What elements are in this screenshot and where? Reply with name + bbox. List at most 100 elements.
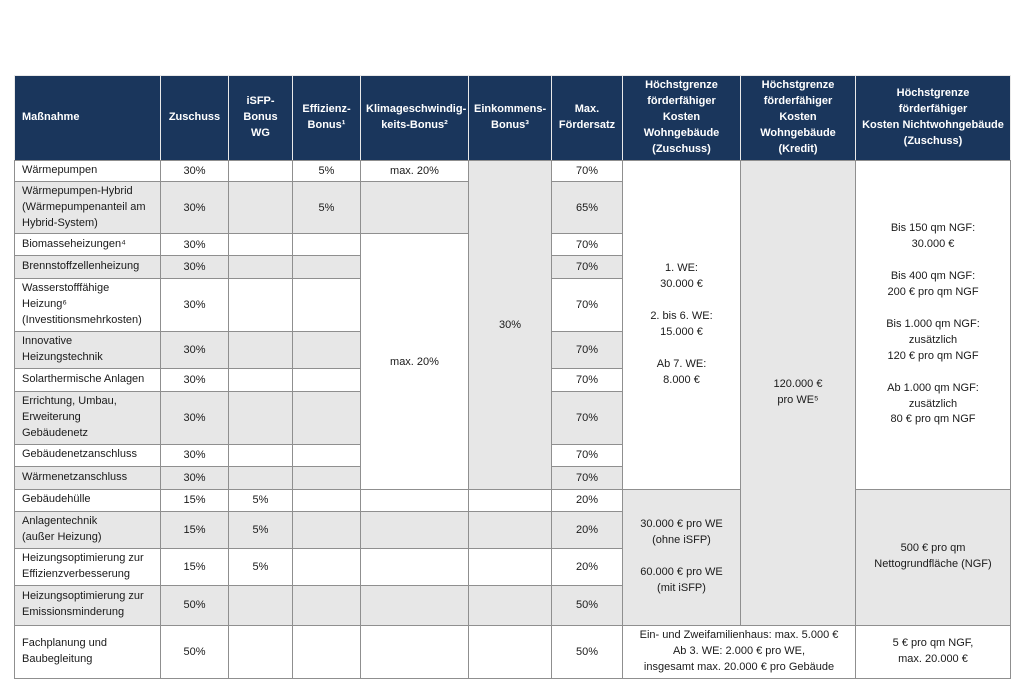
cell-klima: max. 20% <box>360 159 469 182</box>
cell-max-foerdersatz: 70% <box>551 465 623 490</box>
cell-max-foerdersatz: 70% <box>551 443 623 467</box>
cell-massnahme: Fachplanung und Baubegleitung <box>14 624 161 679</box>
cell-effizienz <box>292 465 361 490</box>
table-row: Brennstoffzellenheizung 30% 70% <box>14 255 1011 280</box>
cell-effizienz <box>292 368 361 393</box>
cell-isfp: 5% <box>228 547 293 586</box>
cell-effizienz: 5% <box>292 159 361 182</box>
cell-isfp <box>228 278 293 333</box>
header-massnahme: Maßnahme <box>14 75 161 161</box>
cell-massnahme: Gebäudehülle <box>14 488 161 512</box>
cell-max-foerdersatz: 20% <box>551 547 623 586</box>
cell-zuschuss: 15% <box>160 547 229 586</box>
cell-massnahme: Innovative Heizungstechnik <box>14 331 161 370</box>
cell-max-foerdersatz: 70% <box>551 391 623 445</box>
cell-massnahme: Gebäudenetzanschluss <box>14 443 161 467</box>
cell-zuschuss: 50% <box>160 584 229 626</box>
cell-massnahme: Wasserstofffähige Heizung⁶ (Investitions… <box>14 278 161 333</box>
cell-massnahme: Biomasseheizungen⁴ <box>14 233 161 257</box>
funding-table: Maßnahme Zuschuss iSFP- Bonus WG Effizie… <box>14 75 1011 679</box>
cell-klima <box>360 180 469 235</box>
cell-zuschuss: 30% <box>160 278 229 333</box>
cell-zuschuss: 50% <box>160 624 229 679</box>
cell-massnahme: Wärmepumpen-Hybrid (Wärmepumpenanteil am… <box>14 180 161 235</box>
table-row: Anlagentechnik (außer Heizung) 15% 5% 20… <box>14 510 1011 549</box>
cell-effizienz <box>292 547 361 586</box>
cell-effizienz <box>292 233 361 257</box>
cell-wg-bottom-merged: Ein- und Zweifamilienhaus: max. 5.000 € … <box>622 624 856 679</box>
header-max-foerdersatz: Max. Fördersatz <box>551 75 623 161</box>
header-isfp-bonus: iSFP- Bonus WG <box>228 75 293 161</box>
cell-massnahme: Solarthermische Anlagen <box>14 368 161 393</box>
cell-klima-merged: max. 20% <box>360 233 469 490</box>
cell-zuschuss: 15% <box>160 510 229 549</box>
cell-isfp <box>228 159 293 182</box>
cell-effizienz <box>292 331 361 370</box>
cell-massnahme: Wärmepumpen <box>14 159 161 182</box>
cell-massnahme: Wärmenetzanschluss <box>14 465 161 490</box>
cell-max-foerdersatz: 70% <box>551 255 623 280</box>
cell-zuschuss: 30% <box>160 368 229 393</box>
header-klimageschwindigkeits-bonus: Klimageschwindig- keits-Bonus² <box>360 75 469 161</box>
cell-zuschuss: 30% <box>160 255 229 280</box>
cell-zuschuss: 30% <box>160 391 229 445</box>
cell-isfp <box>228 624 293 679</box>
cell-effizienz <box>292 391 361 445</box>
table-row: Gebäudenetzanschluss 30% 70% <box>14 443 1011 467</box>
cell-max-foerdersatz: 20% <box>551 488 623 512</box>
cell-effizienz <box>292 584 361 626</box>
cell-nwg-bottom: 5 € pro qm NGF, max. 20.000 € <box>855 624 1011 679</box>
cell-max-foerdersatz: 70% <box>551 278 623 333</box>
cell-massnahme: Brennstoffzellenheizung <box>14 255 161 280</box>
cell-max-foerdersatz: 50% <box>551 584 623 626</box>
cell-zuschuss: 30% <box>160 331 229 370</box>
cell-max-foerdersatz: 65% <box>551 180 623 235</box>
cell-isfp <box>228 465 293 490</box>
cell-einkommens <box>468 547 552 586</box>
table-row: Heizungsoptimierung zur Emissionsminderu… <box>14 584 1011 626</box>
cell-klima <box>360 510 469 549</box>
cell-massnahme: Errichtung, Umbau, Erweiterung Gebäudene… <box>14 391 161 445</box>
cell-wg-zuschuss-merged-top: 1. WE: 30.000 € 2. bis 6. WE: 15.000 € A… <box>622 159 741 490</box>
cell-zuschuss: 30% <box>160 465 229 490</box>
cell-max-foerdersatz: 50% <box>551 624 623 679</box>
header-zuschuss: Zuschuss <box>160 75 229 161</box>
cell-effizienz <box>292 443 361 467</box>
cell-isfp <box>228 331 293 370</box>
cell-massnahme: Anlagentechnik (außer Heizung) <box>14 510 161 549</box>
cell-max-foerdersatz: 70% <box>551 233 623 257</box>
cell-massnahme: Heizungsoptimierung zur Emissionsminderu… <box>14 584 161 626</box>
table-row: Gebäudehülle 15% 5% 20% 30.000 € pro WE … <box>14 488 1011 626</box>
table-row: Innovative Heizungstechnik 30% 70% <box>14 331 1011 370</box>
cell-max-foerdersatz: 70% <box>551 159 623 182</box>
cell-isfp <box>228 180 293 235</box>
cell-klima <box>360 584 469 626</box>
cell-klima <box>360 488 469 512</box>
cell-klima <box>360 624 469 679</box>
cell-isfp <box>228 255 293 280</box>
cell-isfp: 5% <box>228 510 293 549</box>
cell-zuschuss: 30% <box>160 180 229 235</box>
cell-wg-kredit-merged: 120.000 € pro WE⁵ <box>740 159 856 626</box>
cell-zuschuss: 30% <box>160 443 229 467</box>
table-row: Solarthermische Anlagen 30% 70% <box>14 368 1011 393</box>
cell-nwg-merged-top: Bis 150 qm NGF: 30.000 € Bis 400 qm NGF:… <box>855 159 1011 490</box>
cell-max-foerdersatz: 20% <box>551 510 623 549</box>
header-effizienz-bonus: Effizienz- Bonus¹ <box>292 75 361 161</box>
cell-max-foerdersatz: 70% <box>551 368 623 393</box>
cell-zuschuss: 30% <box>160 159 229 182</box>
header-hoechstgrenze-nwg: Höchstgrenze förderfähiger Kosten Nichtw… <box>855 75 1011 161</box>
cell-nwg-merged-mid: 500 € pro qm Nettogrundfläche (NGF) <box>855 488 1011 626</box>
table-row: Wasserstofffähige Heizung⁶ (Investitions… <box>14 278 1011 333</box>
header-einkommens-bonus: Einkommens- Bonus³ <box>468 75 552 161</box>
cell-isfp <box>228 233 293 257</box>
cell-isfp <box>228 584 293 626</box>
cell-max-foerdersatz: 70% <box>551 331 623 370</box>
cell-effizienz: 5% <box>292 180 361 235</box>
cell-effizienz <box>292 278 361 333</box>
cell-einkommens <box>468 488 552 512</box>
cell-effizienz <box>292 488 361 512</box>
cell-wg-zuschuss-merged-mid: 30.000 € pro WE (ohne iSFP) 60.000 € pro… <box>622 488 741 626</box>
cell-klima <box>360 547 469 586</box>
cell-massnahme: Heizungsoptimierung zur Effizienzverbess… <box>14 547 161 586</box>
